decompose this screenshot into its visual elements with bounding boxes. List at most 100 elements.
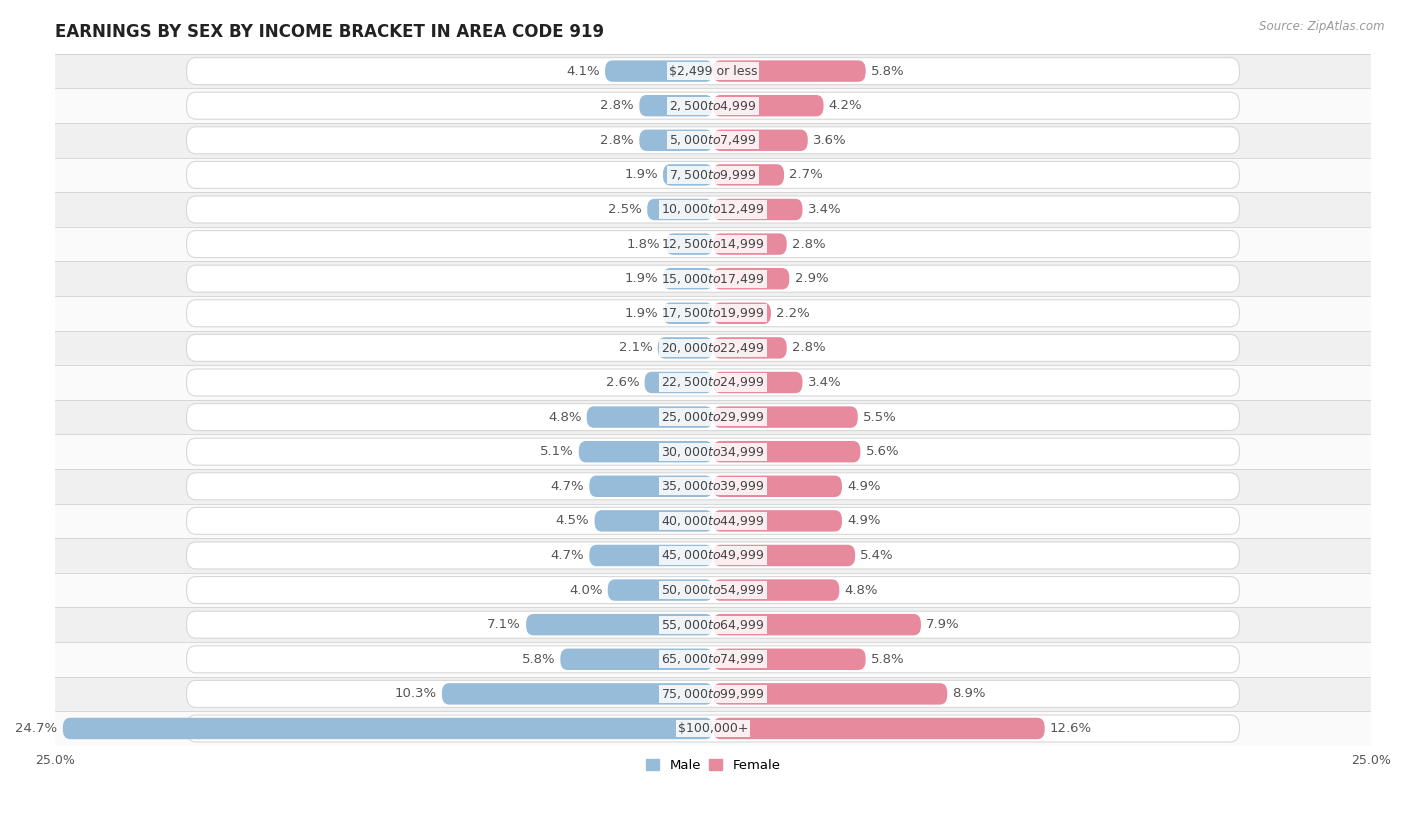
Text: 4.0%: 4.0% bbox=[569, 584, 602, 597]
FancyBboxPatch shape bbox=[640, 95, 713, 116]
FancyBboxPatch shape bbox=[561, 649, 713, 670]
Text: $7,500 to $9,999: $7,500 to $9,999 bbox=[669, 168, 756, 182]
Text: $100,000+: $100,000+ bbox=[678, 722, 748, 735]
FancyBboxPatch shape bbox=[713, 406, 858, 428]
Text: 7.9%: 7.9% bbox=[927, 618, 960, 631]
FancyBboxPatch shape bbox=[187, 403, 1240, 431]
FancyBboxPatch shape bbox=[187, 611, 1240, 638]
Text: 12.6%: 12.6% bbox=[1050, 722, 1092, 735]
Bar bbox=[55, 676, 1371, 711]
Text: $20,000 to $22,499: $20,000 to $22,499 bbox=[661, 341, 765, 355]
FancyBboxPatch shape bbox=[187, 265, 1240, 292]
FancyBboxPatch shape bbox=[664, 268, 713, 289]
FancyBboxPatch shape bbox=[187, 162, 1240, 189]
FancyBboxPatch shape bbox=[187, 92, 1240, 120]
FancyBboxPatch shape bbox=[605, 60, 713, 82]
Text: $2,499 or less: $2,499 or less bbox=[669, 64, 758, 77]
FancyBboxPatch shape bbox=[713, 649, 866, 670]
Text: 5.8%: 5.8% bbox=[522, 653, 555, 666]
Bar bbox=[55, 192, 1371, 227]
FancyBboxPatch shape bbox=[187, 473, 1240, 500]
Text: 2.8%: 2.8% bbox=[792, 237, 825, 250]
FancyBboxPatch shape bbox=[441, 683, 713, 705]
Text: $40,000 to $44,999: $40,000 to $44,999 bbox=[661, 514, 765, 528]
Bar bbox=[55, 54, 1371, 89]
FancyBboxPatch shape bbox=[187, 576, 1240, 603]
FancyBboxPatch shape bbox=[713, 337, 787, 359]
Text: 4.5%: 4.5% bbox=[555, 515, 589, 528]
FancyBboxPatch shape bbox=[664, 302, 713, 324]
Text: $17,500 to $19,999: $17,500 to $19,999 bbox=[661, 307, 765, 320]
Text: 8.9%: 8.9% bbox=[952, 687, 986, 700]
Text: 2.1%: 2.1% bbox=[619, 341, 652, 354]
Bar bbox=[55, 296, 1371, 331]
Text: 2.7%: 2.7% bbox=[789, 168, 823, 181]
Text: 4.7%: 4.7% bbox=[550, 549, 583, 562]
Text: 3.4%: 3.4% bbox=[808, 376, 841, 389]
Text: 5.6%: 5.6% bbox=[866, 446, 900, 459]
Bar bbox=[55, 365, 1371, 400]
FancyBboxPatch shape bbox=[713, 614, 921, 636]
Text: 5.8%: 5.8% bbox=[870, 64, 904, 77]
Text: 4.7%: 4.7% bbox=[550, 480, 583, 493]
Text: $2,500 to $4,999: $2,500 to $4,999 bbox=[669, 98, 756, 113]
Bar bbox=[55, 538, 1371, 573]
FancyBboxPatch shape bbox=[187, 646, 1240, 673]
FancyBboxPatch shape bbox=[647, 198, 713, 220]
Text: 10.3%: 10.3% bbox=[395, 687, 437, 700]
Text: 5.5%: 5.5% bbox=[863, 411, 897, 424]
Text: 1.9%: 1.9% bbox=[624, 272, 658, 285]
Text: 24.7%: 24.7% bbox=[15, 722, 58, 735]
Text: 5.8%: 5.8% bbox=[870, 653, 904, 666]
FancyBboxPatch shape bbox=[713, 372, 803, 393]
Text: 4.8%: 4.8% bbox=[845, 584, 879, 597]
Text: 1.9%: 1.9% bbox=[624, 307, 658, 320]
FancyBboxPatch shape bbox=[187, 507, 1240, 534]
FancyBboxPatch shape bbox=[713, 233, 787, 254]
FancyBboxPatch shape bbox=[187, 58, 1240, 85]
Text: 2.8%: 2.8% bbox=[792, 341, 825, 354]
Text: 7.1%: 7.1% bbox=[486, 618, 520, 631]
Text: $55,000 to $64,999: $55,000 to $64,999 bbox=[661, 618, 765, 632]
FancyBboxPatch shape bbox=[607, 580, 713, 601]
Text: 4.8%: 4.8% bbox=[548, 411, 582, 424]
Text: $25,000 to $29,999: $25,000 to $29,999 bbox=[661, 410, 765, 424]
Bar bbox=[55, 434, 1371, 469]
FancyBboxPatch shape bbox=[187, 680, 1240, 707]
FancyBboxPatch shape bbox=[586, 406, 713, 428]
FancyBboxPatch shape bbox=[713, 95, 824, 116]
FancyBboxPatch shape bbox=[713, 718, 1045, 739]
Bar bbox=[55, 469, 1371, 503]
FancyBboxPatch shape bbox=[589, 476, 713, 497]
FancyBboxPatch shape bbox=[713, 441, 860, 463]
FancyBboxPatch shape bbox=[526, 614, 713, 636]
FancyBboxPatch shape bbox=[644, 372, 713, 393]
Text: 2.9%: 2.9% bbox=[794, 272, 828, 285]
FancyBboxPatch shape bbox=[63, 718, 713, 739]
Text: 4.1%: 4.1% bbox=[567, 64, 600, 77]
FancyBboxPatch shape bbox=[187, 127, 1240, 154]
Text: $35,000 to $39,999: $35,000 to $39,999 bbox=[661, 480, 765, 493]
Text: 3.6%: 3.6% bbox=[813, 134, 846, 147]
Text: $45,000 to $49,999: $45,000 to $49,999 bbox=[661, 549, 765, 563]
FancyBboxPatch shape bbox=[665, 233, 713, 254]
Text: 2.5%: 2.5% bbox=[609, 203, 643, 216]
FancyBboxPatch shape bbox=[187, 542, 1240, 569]
FancyBboxPatch shape bbox=[658, 337, 713, 359]
FancyBboxPatch shape bbox=[713, 268, 789, 289]
Text: 4.2%: 4.2% bbox=[828, 99, 862, 112]
Text: 1.8%: 1.8% bbox=[627, 237, 661, 250]
Bar bbox=[55, 642, 1371, 676]
FancyBboxPatch shape bbox=[664, 164, 713, 185]
Text: 2.8%: 2.8% bbox=[600, 99, 634, 112]
Text: 4.9%: 4.9% bbox=[848, 480, 880, 493]
FancyBboxPatch shape bbox=[187, 300, 1240, 327]
FancyBboxPatch shape bbox=[713, 129, 808, 151]
FancyBboxPatch shape bbox=[713, 683, 948, 705]
FancyBboxPatch shape bbox=[187, 196, 1240, 223]
FancyBboxPatch shape bbox=[187, 334, 1240, 362]
FancyBboxPatch shape bbox=[595, 510, 713, 532]
Text: 5.4%: 5.4% bbox=[860, 549, 894, 562]
Legend: Male, Female: Male, Female bbox=[640, 754, 786, 777]
Text: 2.8%: 2.8% bbox=[600, 134, 634, 147]
